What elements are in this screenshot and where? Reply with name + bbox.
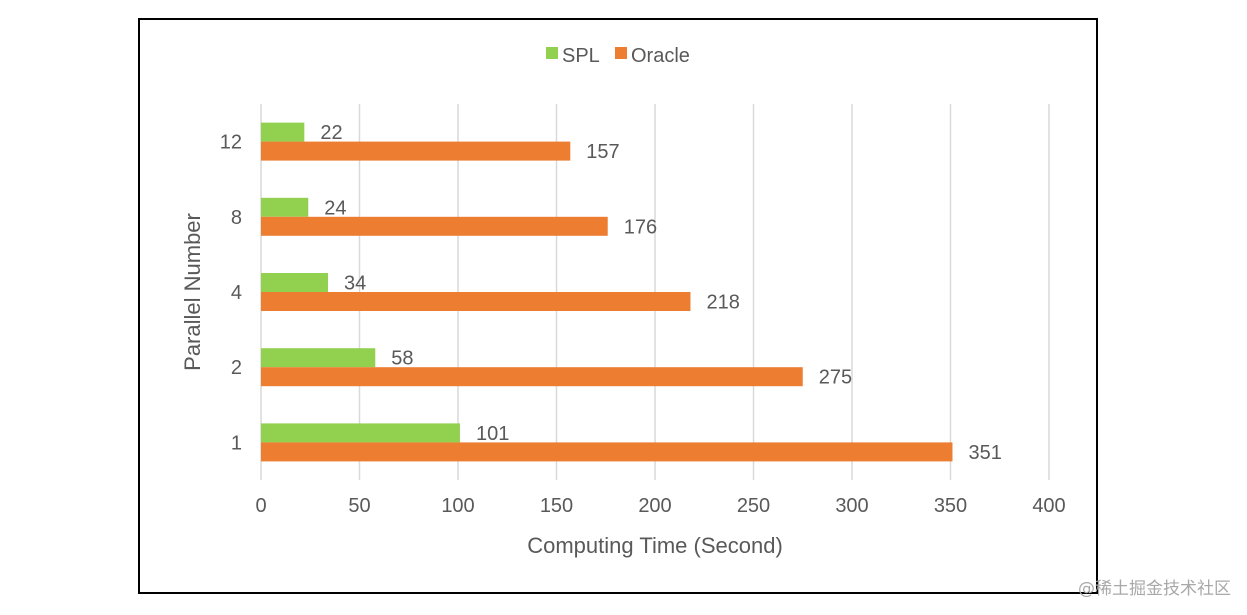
x-tick-label: 50 (348, 495, 370, 517)
x-tick-label: 200 (638, 495, 671, 517)
y-tick-label: 1 (231, 432, 242, 454)
y-axis-title: Parallel Number (180, 213, 205, 371)
data-label-spl-1: 101 (476, 423, 509, 445)
legend-label-oracle: Oracle (631, 45, 690, 67)
bar-spl-2 (261, 348, 376, 368)
legend-swatch-spl (546, 47, 558, 59)
legend-label-spl: SPL (562, 45, 600, 67)
legend: SPL Oracle (546, 45, 690, 67)
bar-spl-4 (261, 273, 328, 292)
bar-spl-1 (261, 423, 460, 443)
data-label-oracle-4: 218 (706, 292, 739, 314)
x-tick-label: 350 (934, 495, 967, 517)
data-label-spl-2: 58 (391, 348, 413, 370)
bar-oracle-2 (261, 367, 803, 387)
y-tick-label: 8 (231, 207, 242, 229)
x-tick-label: 100 (441, 495, 474, 517)
gridlines (260, 104, 1050, 480)
x-axis-title: Computing Time (Second) (527, 533, 783, 558)
x-tick-label: 0 (255, 495, 266, 517)
bar-spl-12 (261, 122, 305, 142)
bar-oracle-4 (261, 292, 691, 311)
data-label-oracle-8: 176 (624, 216, 657, 238)
y-tick-label: 4 (231, 282, 242, 304)
bar-oracle-12 (261, 141, 571, 161)
x-tick-label: 250 (737, 495, 770, 517)
data-label-oracle-2: 275 (819, 367, 852, 389)
data-labels: 101 351 58 275 34 218 24 176 22 157 (320, 122, 1002, 464)
y-tick-label: 2 (231, 357, 242, 379)
data-label-spl-8: 24 (324, 197, 346, 219)
x-tick-label: 150 (540, 495, 573, 517)
bars (261, 122, 953, 462)
data-label-oracle-12: 157 (586, 141, 619, 163)
data-label-spl-12: 22 (320, 122, 342, 144)
x-tick-label: 400 (1032, 495, 1065, 517)
y-tick-label: 12 (220, 132, 242, 154)
watermark: @稀土掘金技术社区 (1078, 579, 1231, 599)
x-tick-label: 300 (835, 495, 868, 517)
bar-spl-8 (261, 197, 309, 217)
bar-oracle-1 (261, 442, 953, 462)
data-label-oracle-1: 351 (968, 442, 1001, 464)
data-label-spl-4: 34 (344, 273, 366, 295)
bar-oracle-8 (261, 216, 608, 236)
legend-swatch-oracle (615, 47, 627, 59)
